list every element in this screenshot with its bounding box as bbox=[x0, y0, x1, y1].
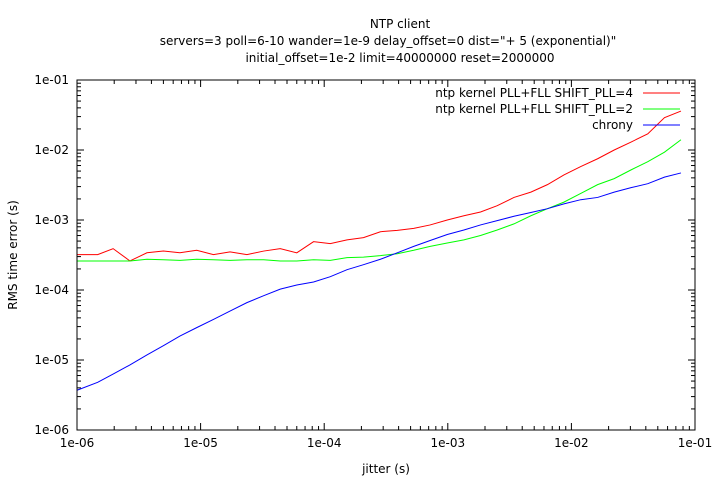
axis-ticks bbox=[76, 80, 695, 431]
plot-series bbox=[76, 110, 682, 391]
y-tick-label: 1e-06 bbox=[34, 423, 69, 437]
chart-title-line-3: initial_offset=1e-2 limit=40000000 reset… bbox=[245, 51, 554, 65]
chart-title-line-1: NTP client bbox=[370, 17, 431, 31]
legend-label-1: ntp kernel PLL+FLL SHIFT_PLL=4 bbox=[435, 86, 633, 100]
y-tick-label: 1e-01 bbox=[34, 73, 69, 87]
y-axis-label: RMS time error (s) bbox=[6, 200, 20, 310]
legend-label-2: ntp kernel PLL+FLL SHIFT_PLL=2 bbox=[435, 102, 633, 116]
y-tick-label: 1e-03 bbox=[34, 213, 69, 227]
chart-title-line-2: servers=3 poll=6-10 wander=1e-9 delay_of… bbox=[160, 34, 617, 48]
x-tick-labels: 1e-06 1e-05 1e-04 1e-03 1e-02 1e-01 bbox=[60, 436, 713, 450]
series-line-2 bbox=[77, 139, 682, 262]
y-tick-labels: 1e-06 1e-05 1e-04 1e-03 1e-02 1e-01 bbox=[34, 73, 69, 437]
legend-label-3: chrony bbox=[592, 118, 633, 132]
plot-frame bbox=[76, 79, 696, 431]
series-line-3 bbox=[76, 172, 682, 391]
x-tick-label: 1e-03 bbox=[430, 436, 465, 450]
y-tick-label: 1e-05 bbox=[34, 353, 69, 367]
x-axis-label: jitter (s) bbox=[361, 462, 410, 476]
y-tick-label: 1e-02 bbox=[34, 143, 69, 157]
y-tick-label: 1e-04 bbox=[34, 283, 69, 297]
chart-title: NTP client servers=3 poll=6-10 wander=1e… bbox=[160, 17, 617, 65]
x-tick-label: 1e-02 bbox=[554, 436, 589, 450]
series-line-1 bbox=[77, 110, 682, 262]
x-tick-label: 1e-06 bbox=[60, 436, 95, 450]
x-tick-label: 1e-04 bbox=[307, 436, 342, 450]
x-tick-label: 1e-01 bbox=[678, 436, 713, 450]
x-tick-label: 1e-05 bbox=[183, 436, 218, 450]
